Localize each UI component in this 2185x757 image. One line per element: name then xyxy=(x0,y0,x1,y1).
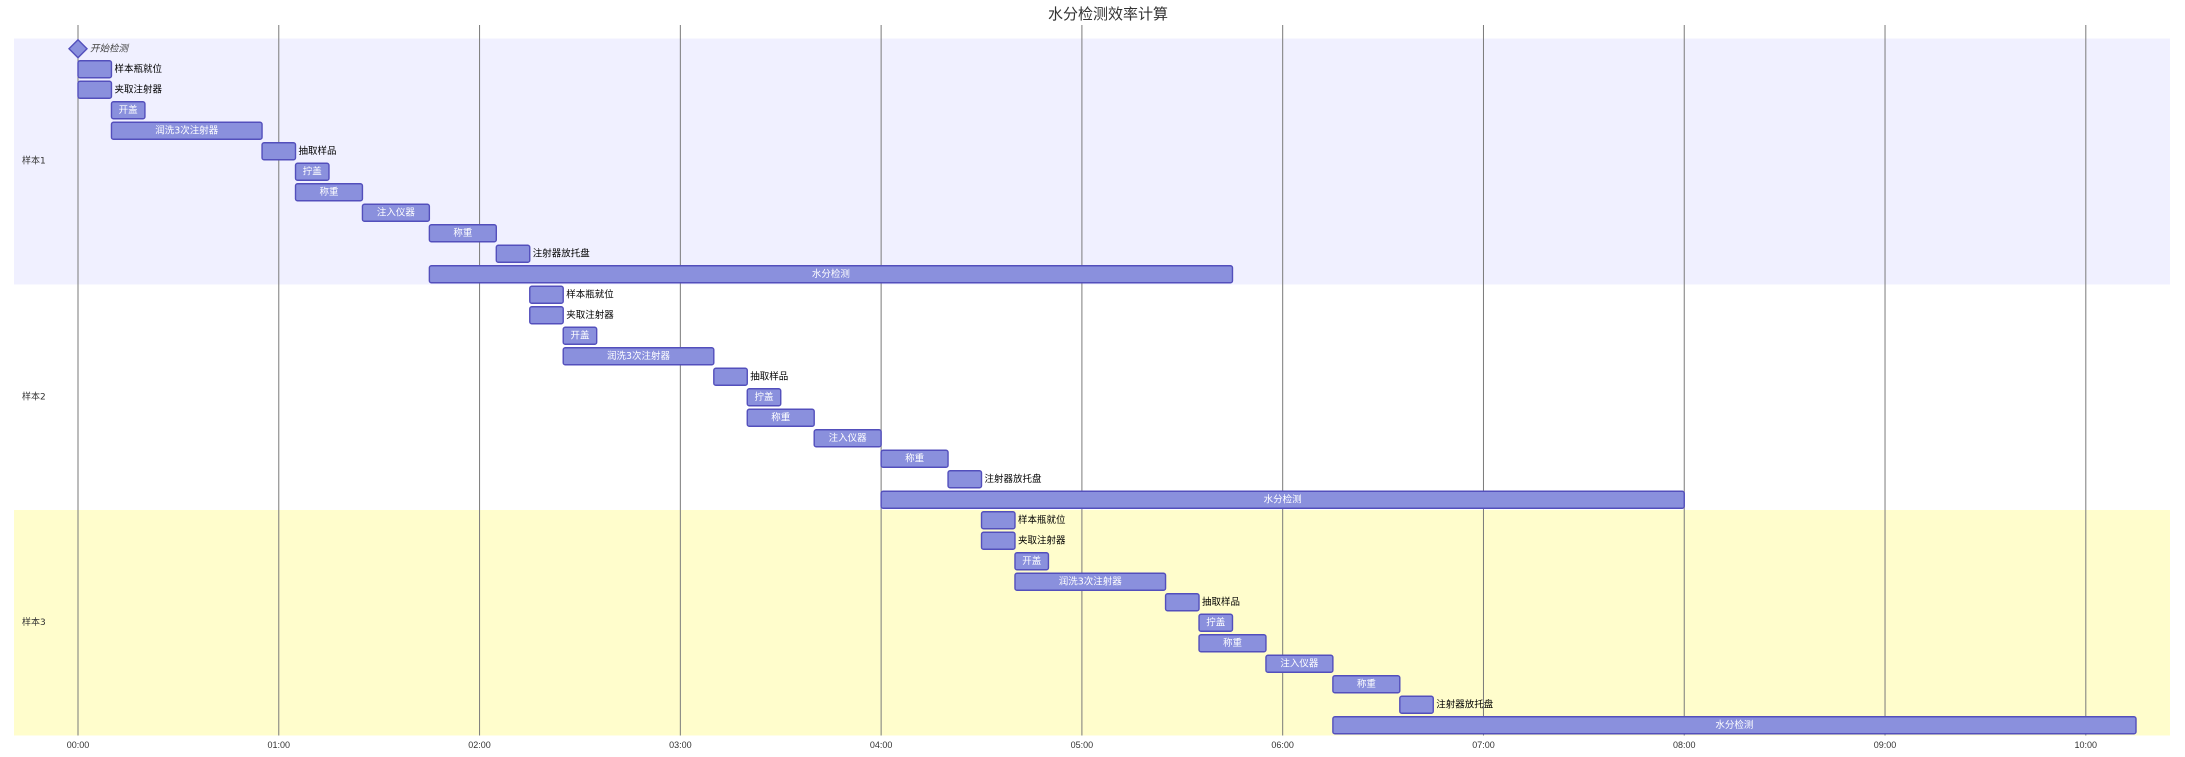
tick-label: 09:00 xyxy=(1874,740,1897,750)
task-bar xyxy=(813,429,882,448)
milestone-marker xyxy=(68,38,88,59)
milestone-label: 开始检测 xyxy=(90,42,130,54)
task-label: 开盖 xyxy=(119,104,139,116)
task-label: 称重 xyxy=(453,227,473,239)
task-label: 称重 xyxy=(319,186,339,198)
task-label: 称重 xyxy=(905,452,925,464)
task-bar xyxy=(1399,695,1434,714)
tick-label: 01:00 xyxy=(268,740,291,750)
task-bar xyxy=(713,367,748,386)
task-bar xyxy=(428,265,1234,284)
tick-label: 07:00 xyxy=(1472,740,1495,750)
task-bar xyxy=(880,449,949,468)
tick-label: 10:00 xyxy=(2075,740,2098,750)
task-bar xyxy=(77,80,113,99)
task-bar xyxy=(294,183,364,202)
x-axis: 00:00 01:00 02:00 03:00 04:00 05:00 06:00 07:00… xyxy=(67,740,2097,750)
task-label: 注射器放托盘 xyxy=(1436,698,1494,710)
task-label: 样本瓶就位 xyxy=(566,288,614,300)
task-label: 样本瓶就位 xyxy=(114,63,162,75)
tick-label: 04:00 xyxy=(870,740,893,750)
task-label: 开盖 xyxy=(570,329,590,341)
task-bar xyxy=(110,101,146,120)
task-label: 称重 xyxy=(771,411,791,423)
tick-label: 05:00 xyxy=(1071,740,1094,750)
task-bar xyxy=(880,490,1685,509)
task-label: 水分检测 xyxy=(1715,719,1753,731)
task-bar xyxy=(1164,593,1200,612)
task-bar xyxy=(529,306,564,325)
section-label: 样本3 xyxy=(22,616,46,628)
task-label: 润洗3次注射器 xyxy=(607,350,671,362)
task-label: 注射器放托盘 xyxy=(533,247,591,259)
task-labels: 开始检测样本瓶就位夹取注射器开盖润洗3次注射器抽取样品拧盖称重注入仪器称重注射器… xyxy=(90,42,1753,731)
task-label: 称重 xyxy=(1357,678,1377,690)
task-bar xyxy=(1198,613,1234,632)
task-bar xyxy=(980,531,1016,550)
task-label: 抽取样品 xyxy=(750,370,788,382)
task-bar xyxy=(562,326,598,345)
task-bar xyxy=(1014,552,1050,571)
task-label: 抽取样品 xyxy=(299,145,337,157)
task-bar xyxy=(110,121,263,140)
task-label: 水分检测 xyxy=(812,268,850,280)
task-bar xyxy=(980,511,1016,530)
task-label: 拧盖 xyxy=(754,391,774,403)
tick-label: 06:00 xyxy=(1271,740,1294,750)
tick-label: 02:00 xyxy=(468,740,491,750)
task-label: 夹取注射器 xyxy=(1018,534,1066,546)
task-label: 抽取样品 xyxy=(1202,596,1240,608)
tick-label: 00:00 xyxy=(67,740,90,750)
task-bar xyxy=(746,388,782,407)
task-bar xyxy=(495,244,531,263)
task-label: 注射器放托盘 xyxy=(985,473,1043,485)
task-bar xyxy=(261,142,297,161)
tick-label: 03:00 xyxy=(669,740,692,750)
task-bar xyxy=(1332,716,2137,735)
task-bar xyxy=(294,162,330,181)
task-label: 开盖 xyxy=(1022,555,1042,567)
task-bar xyxy=(1198,634,1267,653)
task-bar xyxy=(1265,654,1334,673)
section-label: 样本2 xyxy=(22,390,46,402)
task-label: 注入仪器 xyxy=(377,206,416,218)
section-label: 样本1 xyxy=(22,155,46,167)
section-bands xyxy=(14,38,2170,736)
task-label: 水分检测 xyxy=(1264,493,1302,505)
task-bar xyxy=(1014,572,1167,591)
task-bar xyxy=(746,408,815,427)
task-label: 夹取注射器 xyxy=(114,83,162,95)
section-band xyxy=(14,284,2170,510)
task-label: 拧盖 xyxy=(303,165,323,177)
task-label: 润洗3次注射器 xyxy=(155,124,219,136)
tick-label: 08:00 xyxy=(1673,740,1696,750)
task-label: 拧盖 xyxy=(1206,616,1226,628)
section-labels: 样本1 样本2 样本3 xyxy=(22,155,46,628)
chart-title: 水分检测效率计算 xyxy=(1048,5,1168,23)
section-band xyxy=(14,510,2170,736)
task-bar xyxy=(77,60,113,79)
task-bar xyxy=(361,203,431,222)
task-bar xyxy=(1332,675,1401,694)
task-label: 称重 xyxy=(1223,637,1243,649)
task-label: 润洗3次注射器 xyxy=(1059,575,1123,587)
task-bar xyxy=(428,224,497,243)
task-bar xyxy=(562,347,715,366)
task-label: 注入仪器 xyxy=(1280,657,1319,669)
task-label: 样本瓶就位 xyxy=(1018,514,1066,526)
section-band xyxy=(14,38,2170,285)
task-bar xyxy=(947,470,983,489)
task-bar xyxy=(529,285,564,304)
task-label: 夹取注射器 xyxy=(566,309,614,321)
task-bars xyxy=(68,38,2137,735)
task-label: 注入仪器 xyxy=(829,432,868,444)
